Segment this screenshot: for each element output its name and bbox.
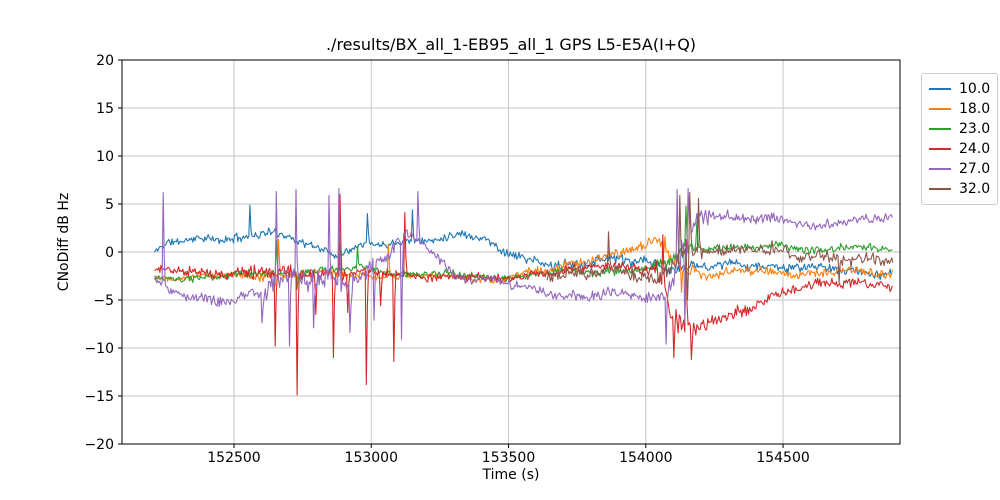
legend-label: 24.0 xyxy=(959,141,991,157)
y-tick-label: 10 xyxy=(96,149,114,165)
y-tick-label: −20 xyxy=(84,437,114,453)
chart-title: ./results/BX_all_1-EB95_all_1 GPS L5-E5A… xyxy=(325,35,697,54)
legend: 10.0 18.0 23.0 24.0 27.0 32.0 xyxy=(921,73,998,205)
legend-label: 32.0 xyxy=(959,181,991,197)
y-tick-label: 5 xyxy=(105,197,114,213)
legend-item: 32.0 xyxy=(929,179,990,199)
legend-line-sample xyxy=(929,88,951,90)
legend-line-sample xyxy=(929,148,951,150)
y-tick-label: 20 xyxy=(96,53,114,69)
legend-label: 23.0 xyxy=(959,121,991,137)
series-line-24.0 xyxy=(154,193,893,396)
series-line-27.0 xyxy=(154,188,893,347)
legend-label: 18.0 xyxy=(959,101,991,117)
y-tick-label: 15 xyxy=(96,101,114,117)
series-line-32.0 xyxy=(546,191,894,301)
plot-spines xyxy=(121,59,901,445)
legend-label: 27.0 xyxy=(959,161,991,177)
legend-label: 10.0 xyxy=(959,81,991,97)
y-tick-label: −5 xyxy=(93,293,114,309)
legend-item: 18.0 xyxy=(929,99,990,119)
legend-item: 27.0 xyxy=(929,159,990,179)
legend-line-sample xyxy=(929,168,951,170)
legend-line-sample xyxy=(929,128,951,130)
legend-item: 24.0 xyxy=(929,139,990,159)
y-tick-label: −10 xyxy=(84,341,114,357)
y-axis-label: CNoDiff dB Hz xyxy=(56,192,72,292)
series-line-18.0 xyxy=(153,236,893,293)
x-tick-label: 153500 xyxy=(482,450,535,466)
x-tick-label: 152500 xyxy=(207,450,260,466)
x-tick-label: 154500 xyxy=(756,450,809,466)
legend-item: 23.0 xyxy=(929,119,990,139)
y-tick-label: 0 xyxy=(105,245,114,261)
x-tick-label: 153000 xyxy=(345,450,398,466)
y-tick-label: −15 xyxy=(84,389,114,405)
x-axis-label: Time (s) xyxy=(482,467,540,483)
x-tick-label: 154000 xyxy=(619,450,672,466)
series-group xyxy=(153,188,894,396)
legend-item: 10.0 xyxy=(929,79,990,99)
legend-line-sample xyxy=(929,188,951,190)
legend-line-sample xyxy=(929,108,951,110)
